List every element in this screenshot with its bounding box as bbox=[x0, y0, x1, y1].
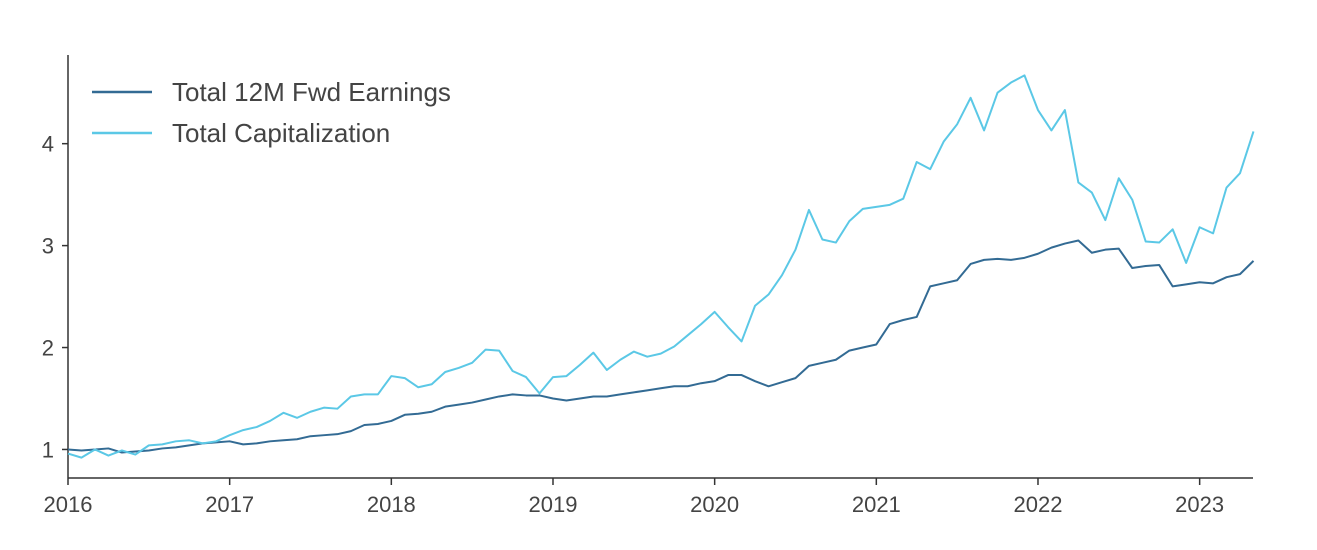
x-tick-label: 2017 bbox=[205, 492, 254, 517]
legend-label-earnings: Total 12M Fwd Earnings bbox=[172, 77, 451, 107]
axes: 1 2 3 4 2016 2017 2018 2019 2020 2021 2022 2023 bbox=[42, 55, 1253, 517]
x-tick-label: 2018 bbox=[367, 492, 416, 517]
x-tick-label: 2022 bbox=[1014, 492, 1063, 517]
legend-label-capitalization: Total Capitalization bbox=[172, 118, 390, 148]
y-tick-label: 4 bbox=[42, 132, 54, 157]
legend-item-capitalization: Total Capitalization bbox=[92, 118, 390, 148]
series-line-earnings bbox=[67, 239, 1255, 454]
y-tick-label: 1 bbox=[42, 437, 54, 462]
x-tick-label: 2016 bbox=[44, 492, 93, 517]
x-tick-label: 2023 bbox=[1175, 492, 1224, 517]
legend-item-earnings: Total 12M Fwd Earnings bbox=[92, 77, 451, 107]
x-tick-label: 2020 bbox=[690, 492, 739, 517]
y-ticks: 1 2 3 4 bbox=[42, 132, 68, 462]
legend: Total 12M Fwd Earnings Total Capitalizat… bbox=[92, 77, 451, 148]
x-tick-label: 2021 bbox=[852, 492, 901, 517]
x-tick-label: 2019 bbox=[529, 492, 578, 517]
y-tick-label: 2 bbox=[42, 336, 54, 361]
series-group bbox=[67, 74, 1255, 459]
y-tick-label: 3 bbox=[42, 234, 54, 259]
x-ticks: 2016 2017 2018 2019 2020 2021 2022 2023 bbox=[44, 478, 1224, 517]
series-line-capitalization bbox=[67, 74, 1255, 459]
